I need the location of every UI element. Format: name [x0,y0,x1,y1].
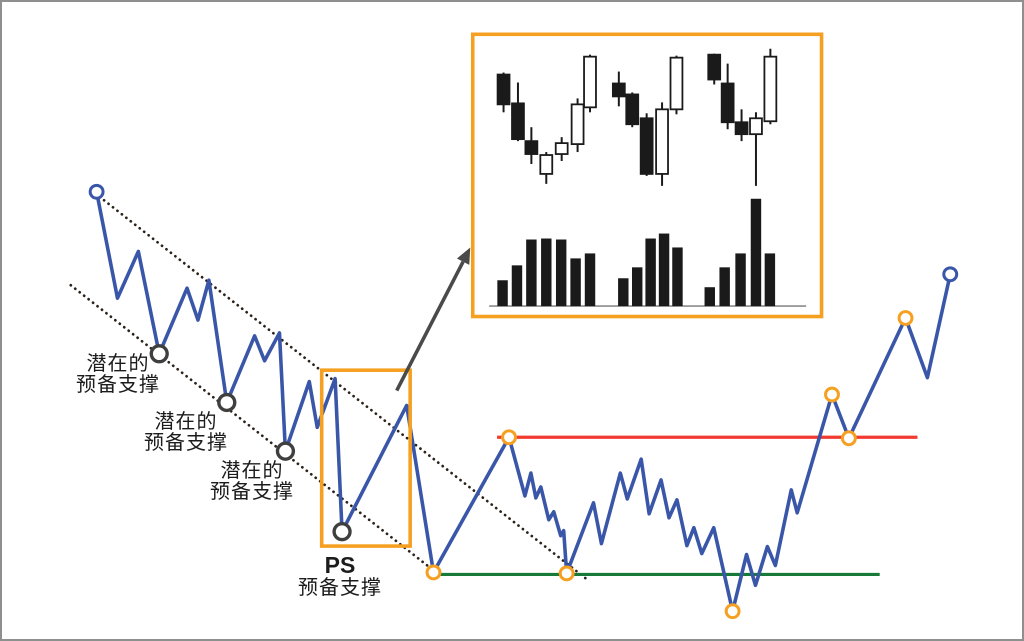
candle-body-14 [720,82,735,124]
candle-body-8 [611,82,626,98]
potential-ps-label-3-line2: 预备支撑 [210,481,294,503]
orange-event-marker-4 [724,603,741,620]
potential-ps-label-2-line1: 潜在的 [154,411,218,433]
candle-body-12 [669,56,684,111]
orange-event-marker-6 [840,430,857,447]
potential-ps-label-1-line2: 预备支撑 [76,374,160,396]
gray-support-marker-3 [275,441,296,461]
volume-bar-9 [631,267,643,307]
candle-body-10 [639,117,654,175]
price-line [94,190,953,613]
potential-ps-label-3: 潜在的 预备支撑 [210,461,294,503]
orange-event-marker-2 [501,429,517,446]
volume-bar-3 [526,239,537,307]
candle-body-1 [496,73,511,106]
arrow-shaft [395,260,465,392]
candle-body-9 [625,93,640,126]
blue-endpoint-marker-2 [942,266,959,283]
potential-ps-label-3-line1: 潜在的 [220,460,284,482]
inset-chart-group [470,32,824,319]
gray-support-marker-2 [217,392,237,413]
ps-label-title: PS [324,552,356,578]
volume-bar-4 [541,238,552,307]
orange-event-marker-7 [897,310,914,326]
potential-ps-label-2: 潜在的 预备支撑 [144,412,228,454]
highlight-box [319,368,412,548]
trendline-1 [98,195,591,583]
volume-bar-1 [497,280,508,307]
potential-ps-label-1: 潜在的 预备支撑 [76,354,160,396]
markers-group [88,183,959,620]
ps-label: PS 预备支撑 [298,553,382,599]
orange-event-marker-1 [425,564,442,581]
price-line-group [94,190,953,613]
arrow-head-icon [456,247,471,265]
candle-body-2 [511,102,525,141]
ps-label-subtitle: 预备支撑 [298,577,382,599]
candle-body-15 [734,121,749,136]
candle-body-13 [707,53,722,81]
candle-body-4 [539,154,554,175]
gray-support-marker-4 [332,522,352,542]
volume-bar-16 [750,198,762,307]
arrow-group [395,247,471,392]
gray-support-marker-1 [149,344,169,364]
volume-bar-7 [584,253,596,307]
volume-bar-15 [735,253,746,307]
volume-bar-8 [618,278,629,307]
candle-body-17 [763,55,778,123]
candle-body-6 [570,103,585,146]
candle-body-11 [655,108,669,175]
candle-body-3 [524,140,539,155]
volume-bar-11 [658,233,670,307]
candle-body-16 [749,117,763,136]
volume-bar-17 [764,253,776,307]
potential-ps-label-2-line2: 预备支撑 [144,432,228,454]
orange-event-marker-5 [824,386,840,403]
orange-event-marker-3 [558,565,575,582]
volume-bar-12 [672,247,683,307]
candle-body-7 [583,55,597,109]
volume-bar-5 [555,239,567,307]
candle-body-5 [554,142,569,155]
volume-bar-2 [511,265,523,307]
volume-bar-6 [570,258,581,307]
trendlines-group [69,195,591,583]
blue-endpoint-marker-1 [88,183,105,200]
volume-bar-13 [704,287,715,307]
volume-bar-14 [719,267,730,307]
highlight-box-group [319,368,412,548]
potential-ps-label-1-line1: 潜在的 [86,353,150,375]
trendline-2 [69,283,430,568]
volume-bar-10 [645,238,656,307]
